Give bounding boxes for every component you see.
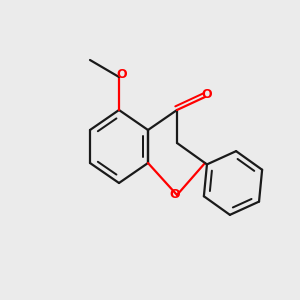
Text: O: O [170,188,180,202]
Text: O: O [117,68,127,82]
Text: O: O [202,88,212,101]
